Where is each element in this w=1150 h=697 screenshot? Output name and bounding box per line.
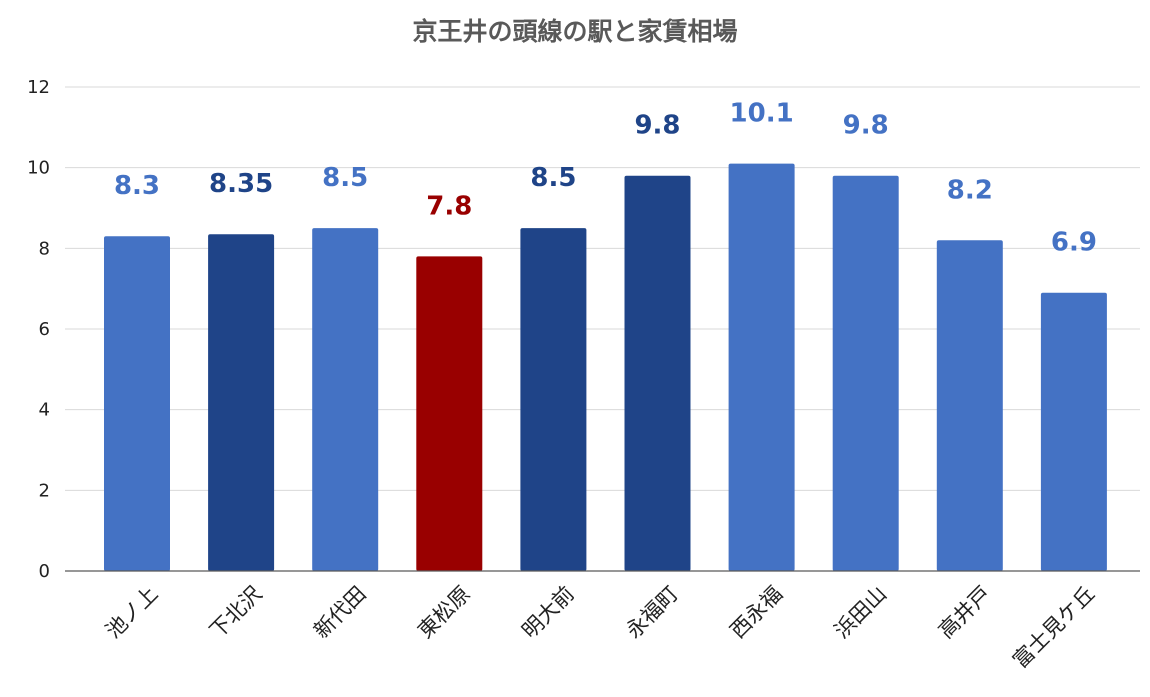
data-label: 7.8 xyxy=(426,191,472,221)
bar xyxy=(520,228,587,571)
data-label: 10.1 xyxy=(730,99,794,129)
bar xyxy=(208,234,275,571)
data-label: 8.2 xyxy=(947,175,993,205)
y-tick-label: 2 xyxy=(39,480,50,501)
x-axis-ticks: 池ノ上 下北沢 新代田 東松原 明大前 永福町 西永福 浜田山 高井戸 富士見ケ丘 xyxy=(101,582,1099,673)
bars xyxy=(104,163,1107,571)
data-label: 9.8 xyxy=(634,111,680,141)
data-label: 9.8 xyxy=(843,111,889,141)
x-tick-label: 池ノ上 xyxy=(101,582,163,644)
y-axis-ticks: 0 2 4 6 8 10 12 xyxy=(27,77,50,582)
x-tick-label: 西永福 xyxy=(726,582,788,644)
y-tick-label: 6 xyxy=(39,319,50,340)
x-tick-label: 永福町 xyxy=(622,582,684,644)
x-tick-label: 浜田山 xyxy=(830,582,892,644)
bar xyxy=(832,175,899,571)
data-label: 6.9 xyxy=(1051,228,1097,258)
data-label: 8.5 xyxy=(530,163,576,193)
y-tick-label: 0 xyxy=(39,561,50,582)
x-tick-label: 東松原 xyxy=(413,582,475,644)
bar xyxy=(416,256,483,571)
bar xyxy=(728,163,795,571)
bar xyxy=(312,228,379,571)
x-tick-label: 高井戸 xyxy=(934,582,996,644)
bar xyxy=(1040,292,1107,571)
data-label: 8.35 xyxy=(209,169,273,199)
x-tick-label: 新代田 xyxy=(309,582,371,644)
bar xyxy=(936,240,1003,571)
data-labels: 8.3 8.35 8.5 7.8 8.5 9.8 10.1 9.8 8.2 6.9 xyxy=(114,99,1097,258)
x-tick-label: 明大前 xyxy=(517,582,579,644)
bar xyxy=(624,175,691,571)
y-tick-label: 10 xyxy=(27,158,50,179)
x-tick-label: 富士見ケ丘 xyxy=(1008,582,1099,673)
x-tick-label: 下北沢 xyxy=(205,582,267,644)
chart-title: 京王井の頭線の駅と家賃相場 xyxy=(412,17,738,46)
data-label: 8.5 xyxy=(322,163,368,193)
y-tick-label: 8 xyxy=(39,238,50,259)
bar xyxy=(104,236,170,571)
y-tick-label: 12 xyxy=(27,77,50,98)
y-tick-label: 4 xyxy=(39,400,50,421)
data-label: 8.3 xyxy=(114,171,160,201)
